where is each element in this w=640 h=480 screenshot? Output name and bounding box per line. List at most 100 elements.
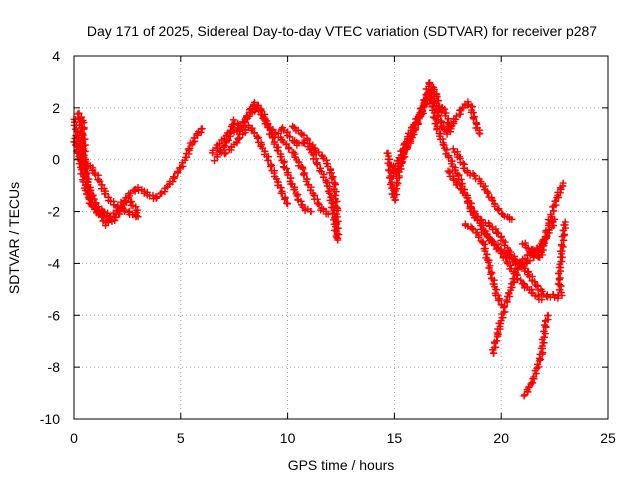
data-point bbox=[502, 296, 510, 304]
data-point bbox=[300, 131, 308, 139]
data-point bbox=[224, 136, 232, 144]
data-point bbox=[269, 134, 277, 142]
data-point bbox=[87, 195, 95, 203]
data-point bbox=[334, 236, 342, 244]
data-point bbox=[85, 189, 93, 197]
data-point bbox=[517, 276, 525, 284]
data-point bbox=[319, 173, 327, 181]
data-point bbox=[222, 149, 230, 157]
track-18 bbox=[518, 179, 567, 261]
data-point bbox=[489, 349, 497, 357]
data-point bbox=[470, 115, 478, 123]
data-point bbox=[250, 129, 258, 137]
data-point bbox=[483, 189, 491, 197]
data-point bbox=[524, 245, 532, 253]
data-point bbox=[555, 264, 563, 272]
data-point bbox=[551, 197, 559, 205]
data-point bbox=[286, 133, 294, 141]
data-point bbox=[309, 141, 317, 149]
data-point bbox=[284, 200, 292, 208]
data-point bbox=[330, 191, 338, 199]
y-axis-label: SDTVAR / TECUs bbox=[6, 182, 22, 294]
data-point bbox=[81, 141, 89, 149]
data-point bbox=[533, 360, 541, 368]
data-point bbox=[559, 179, 567, 187]
data-point bbox=[315, 201, 323, 209]
data-point bbox=[558, 253, 566, 261]
data-point bbox=[399, 148, 407, 156]
x-tick-label: 5 bbox=[177, 430, 185, 446]
data-point bbox=[493, 337, 501, 345]
data-point bbox=[312, 159, 320, 167]
data-point bbox=[543, 232, 551, 240]
data-point bbox=[293, 192, 301, 200]
data-point bbox=[561, 230, 569, 238]
data-point bbox=[485, 264, 493, 272]
data-point bbox=[433, 126, 441, 134]
data-point bbox=[106, 215, 114, 223]
data-point bbox=[236, 134, 244, 142]
data-point bbox=[456, 110, 464, 118]
data-point bbox=[264, 156, 272, 164]
data-point bbox=[215, 140, 223, 148]
data-point bbox=[476, 130, 484, 138]
data-point bbox=[508, 215, 516, 223]
data-point bbox=[335, 231, 343, 239]
data-point bbox=[332, 198, 340, 206]
data-point bbox=[244, 121, 252, 129]
data-point bbox=[531, 278, 539, 286]
data-point bbox=[288, 180, 296, 188]
y-tick-label: 2 bbox=[52, 100, 60, 116]
data-point bbox=[468, 224, 476, 232]
data-point bbox=[263, 120, 271, 128]
data-point bbox=[77, 113, 85, 121]
data-point bbox=[290, 148, 298, 156]
data-point bbox=[333, 203, 341, 211]
track-15 bbox=[479, 225, 546, 304]
data-point bbox=[467, 203, 475, 211]
data-point bbox=[502, 254, 510, 262]
x-tick-label: 15 bbox=[387, 430, 403, 446]
data-point bbox=[398, 159, 406, 167]
data-point bbox=[211, 157, 219, 165]
data-point bbox=[547, 211, 555, 219]
track-5 bbox=[211, 105, 315, 216]
data-point bbox=[267, 163, 275, 171]
data-point bbox=[79, 130, 87, 138]
track-19 bbox=[549, 218, 570, 302]
data-point bbox=[448, 122, 456, 130]
data-point bbox=[278, 189, 286, 197]
data-point bbox=[285, 145, 293, 153]
data-point bbox=[501, 302, 509, 310]
data-point bbox=[216, 146, 224, 154]
data-point bbox=[290, 186, 298, 194]
track-12 bbox=[449, 145, 516, 223]
data-point bbox=[435, 107, 443, 115]
data-point bbox=[554, 280, 562, 288]
data-point bbox=[389, 172, 397, 180]
data-point bbox=[171, 173, 179, 181]
y-tick-label: -10 bbox=[40, 411, 60, 427]
data-point bbox=[528, 379, 536, 387]
data-point bbox=[315, 148, 323, 156]
data-point bbox=[266, 126, 274, 134]
data-point bbox=[423, 90, 431, 98]
data-point bbox=[492, 225, 500, 233]
x-tick-label: 10 bbox=[280, 430, 296, 446]
data-point bbox=[287, 174, 295, 182]
data-point bbox=[115, 205, 123, 213]
data-point bbox=[544, 311, 552, 319]
data-point bbox=[325, 189, 333, 197]
data-point bbox=[510, 274, 518, 282]
data-point bbox=[132, 213, 140, 221]
data-point bbox=[501, 308, 509, 316]
data-point bbox=[445, 154, 453, 162]
data-point bbox=[254, 134, 262, 142]
data-point bbox=[517, 260, 525, 268]
data-point bbox=[233, 139, 241, 147]
data-point bbox=[313, 161, 321, 169]
data-point bbox=[79, 131, 87, 139]
x-tick-label: 0 bbox=[70, 430, 78, 446]
data-point bbox=[521, 267, 529, 275]
